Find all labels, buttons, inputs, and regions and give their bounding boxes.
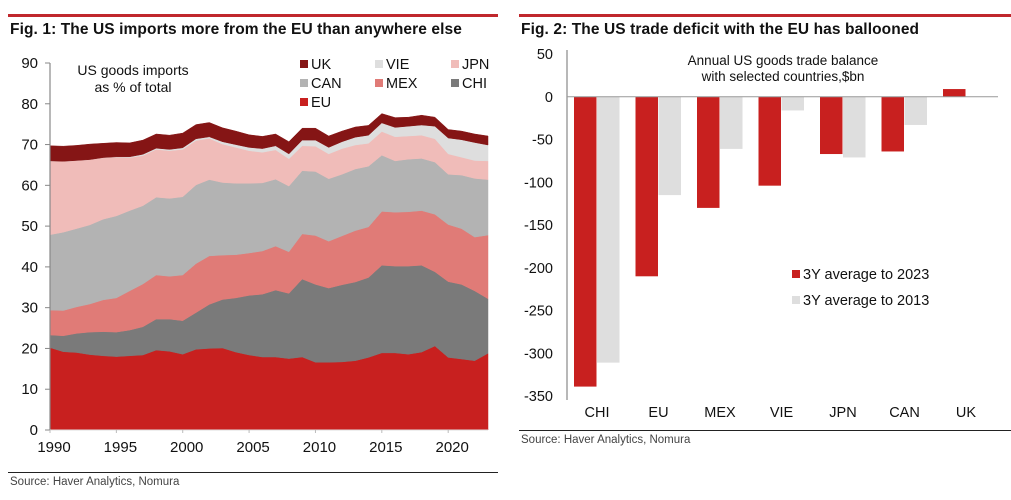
x-tick-label: CAN [889, 405, 920, 421]
legend-swatch-vie [375, 60, 383, 68]
legend-swatch-mex [375, 79, 383, 87]
bar-can-earlier [904, 96, 927, 125]
x-tick-label: 1995 [104, 439, 137, 456]
y-tick-label: 60 [21, 177, 38, 194]
chart-annotation: with selected countries,$bn [701, 69, 865, 84]
bar-chi-recent [574, 96, 597, 387]
y-tick-label: -150 [524, 218, 553, 234]
legend-label-vie: VIE [386, 57, 410, 73]
x-tick-label: VIE [770, 405, 794, 421]
bar-can-recent [881, 96, 904, 152]
legend-label-can: CAN [311, 76, 342, 92]
x-tick-label: 1990 [37, 439, 70, 456]
y-tick-label: 30 [21, 300, 38, 317]
y-tick-label: -100 [524, 175, 553, 191]
chart-annotation: Annual US goods trade balance [688, 53, 879, 68]
legend-label-eu: EU [311, 95, 331, 111]
bar-uk-recent [943, 89, 966, 97]
legend-swatch-earlier [792, 296, 800, 304]
legend-label-earlier: 3Y average to 2013 [803, 293, 929, 309]
y-tick-label: 40 [21, 259, 38, 276]
figure-1-source: Source: Haver Analytics, Nomura [10, 476, 180, 488]
figure-2-panel: Fig. 2: The US trade deficit with the EU… [510, 0, 1011, 500]
legend-swatch-can [300, 79, 308, 87]
bar-vie-earlier [781, 96, 804, 111]
x-tick-label: 2020 [435, 439, 468, 456]
y-tick-label: -350 [524, 389, 553, 405]
y-tick-label: 50 [537, 47, 553, 63]
bar-jpn-earlier [843, 96, 866, 158]
figure-2-source: Source: Haver Analytics, Nomura [521, 434, 691, 446]
bar-mex-earlier [720, 96, 743, 149]
bar-vie-recent [758, 96, 781, 186]
x-tick-label: 2010 [303, 439, 336, 456]
legend-swatch-chi [451, 79, 459, 87]
area-uk [49, 113, 489, 162]
chart-annotation: as % of total [94, 79, 171, 95]
legend-swatch-eu [300, 98, 308, 106]
x-tick-label: 2005 [236, 439, 269, 456]
y-tick-label: 80 [21, 96, 38, 113]
y-tick-label: 20 [21, 340, 38, 357]
y-tick-label: 50 [21, 218, 38, 235]
x-tick-label: MEX [704, 405, 736, 421]
y-tick-label: -300 [524, 346, 553, 362]
bar-chi-earlier [597, 96, 620, 363]
x-tick-label: JPN [829, 405, 856, 421]
chart-annotation: US goods imports [77, 62, 188, 78]
x-tick-label: UK [956, 405, 976, 421]
bar-mex-recent [697, 96, 720, 208]
figure-2-bottom-rule [519, 430, 1011, 431]
y-tick-label: 0 [545, 90, 553, 106]
legend-swatch-jpn [451, 60, 459, 68]
figure-2-top-rule [519, 14, 1011, 17]
y-tick-label: -50 [532, 133, 553, 149]
y-tick-label: -200 [524, 261, 553, 277]
y-tick-label: -250 [524, 304, 553, 320]
figure-2-title: Fig. 2: The US trade deficit with the EU… [521, 21, 920, 38]
x-tick-label: CHI [585, 405, 610, 421]
x-tick-label: 2000 [170, 439, 203, 456]
legend-label-uk: UK [311, 57, 331, 73]
figure-1-title: Fig. 1: The US imports more from the EU … [10, 21, 462, 38]
bar-jpn-recent [820, 96, 843, 155]
bar-eu-earlier [658, 96, 681, 196]
figure-1-bottom-rule [8, 472, 498, 473]
legend-label-chi: CHI [462, 76, 487, 92]
figure-1-chart: 0 10 20 30 40 50 60 70 80 90 1990 1995 2000 2005 2010 2… [21, 55, 489, 456]
x-tick-label: 2015 [369, 439, 402, 456]
x-tick-label: EU [648, 405, 668, 421]
y-tick-label: 90 [21, 55, 38, 72]
bar-eu-recent [635, 96, 658, 277]
y-tick-label: 10 [21, 381, 38, 398]
figure-1-top-rule [8, 14, 498, 17]
area-eu [49, 345, 489, 431]
legend-swatch-recent [792, 270, 800, 278]
legend-label-jpn: JPN [462, 57, 489, 73]
figure-1-panel: Fig. 1: The US imports more from the EU … [0, 0, 500, 500]
legend-swatch-uk [300, 60, 308, 68]
y-tick-label: 70 [21, 137, 38, 154]
figure-2-chart: CHI EU MEX VIE JPN CAN UK 50 0 -50 -100 -150 -200 -25… [524, 47, 998, 421]
legend-label-mex: MEX [386, 76, 418, 92]
legend-label-recent: 3Y average to 2023 [803, 267, 929, 283]
y-tick-label: 0 [30, 422, 38, 439]
